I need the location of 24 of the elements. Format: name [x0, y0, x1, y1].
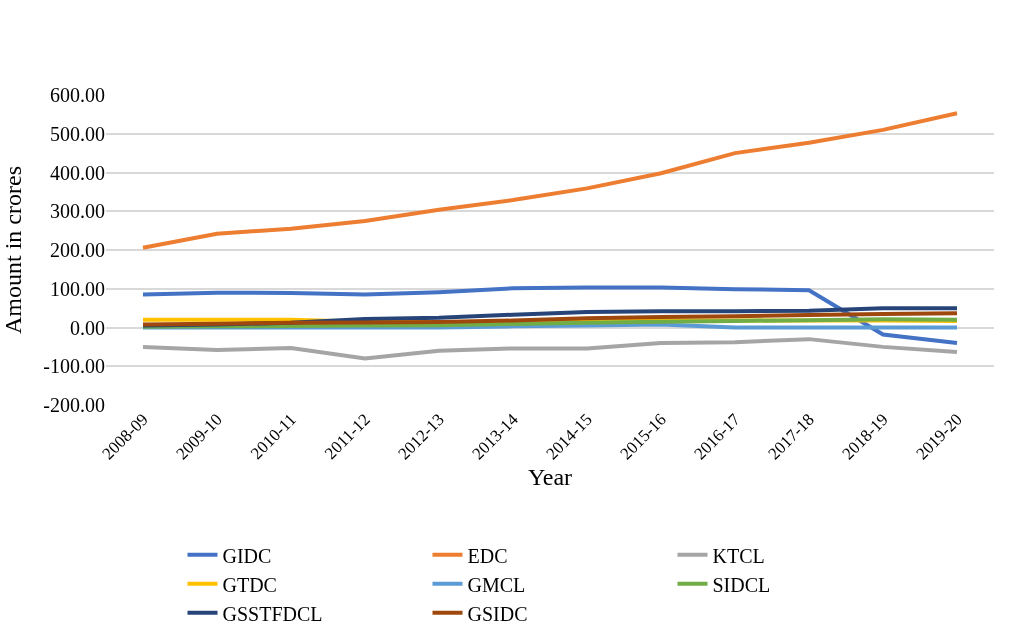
y-tick-label: 200.00 — [50, 239, 105, 261]
line-series — [141, 337, 959, 361]
y-tick-label: -100.00 — [43, 355, 105, 378]
y-tick-label: 400.00 — [50, 161, 105, 184]
y-axis-title: Amount in crores — [0, 166, 26, 334]
y-tick-label: -200.00 — [43, 394, 105, 416]
legend-label: GTDC — [222, 573, 277, 596]
y-tick-label: 600.00 — [50, 84, 105, 106]
legend-label: GMCL — [467, 573, 526, 596]
x-axis-title: Year — [527, 463, 573, 490]
line-series — [141, 285, 959, 345]
legend-label: KTCL — [712, 544, 765, 567]
legend-label: GIDC — [222, 544, 272, 567]
legend-label: GSSTFDCL — [222, 602, 323, 625]
y-tick-label: 500.00 — [50, 122, 105, 145]
legend-label: EDC — [467, 544, 508, 567]
legend-label: SIDCL — [712, 573, 771, 596]
y-tick-label: 100.00 — [50, 277, 105, 300]
line-series — [141, 311, 959, 327]
y-tick-label: 300.00 — [50, 200, 105, 223]
line-series — [141, 111, 959, 250]
line-series — [141, 317, 959, 329]
y-tick-label: 0.00 — [70, 316, 105, 339]
legend-label: GSIDC — [467, 602, 528, 625]
